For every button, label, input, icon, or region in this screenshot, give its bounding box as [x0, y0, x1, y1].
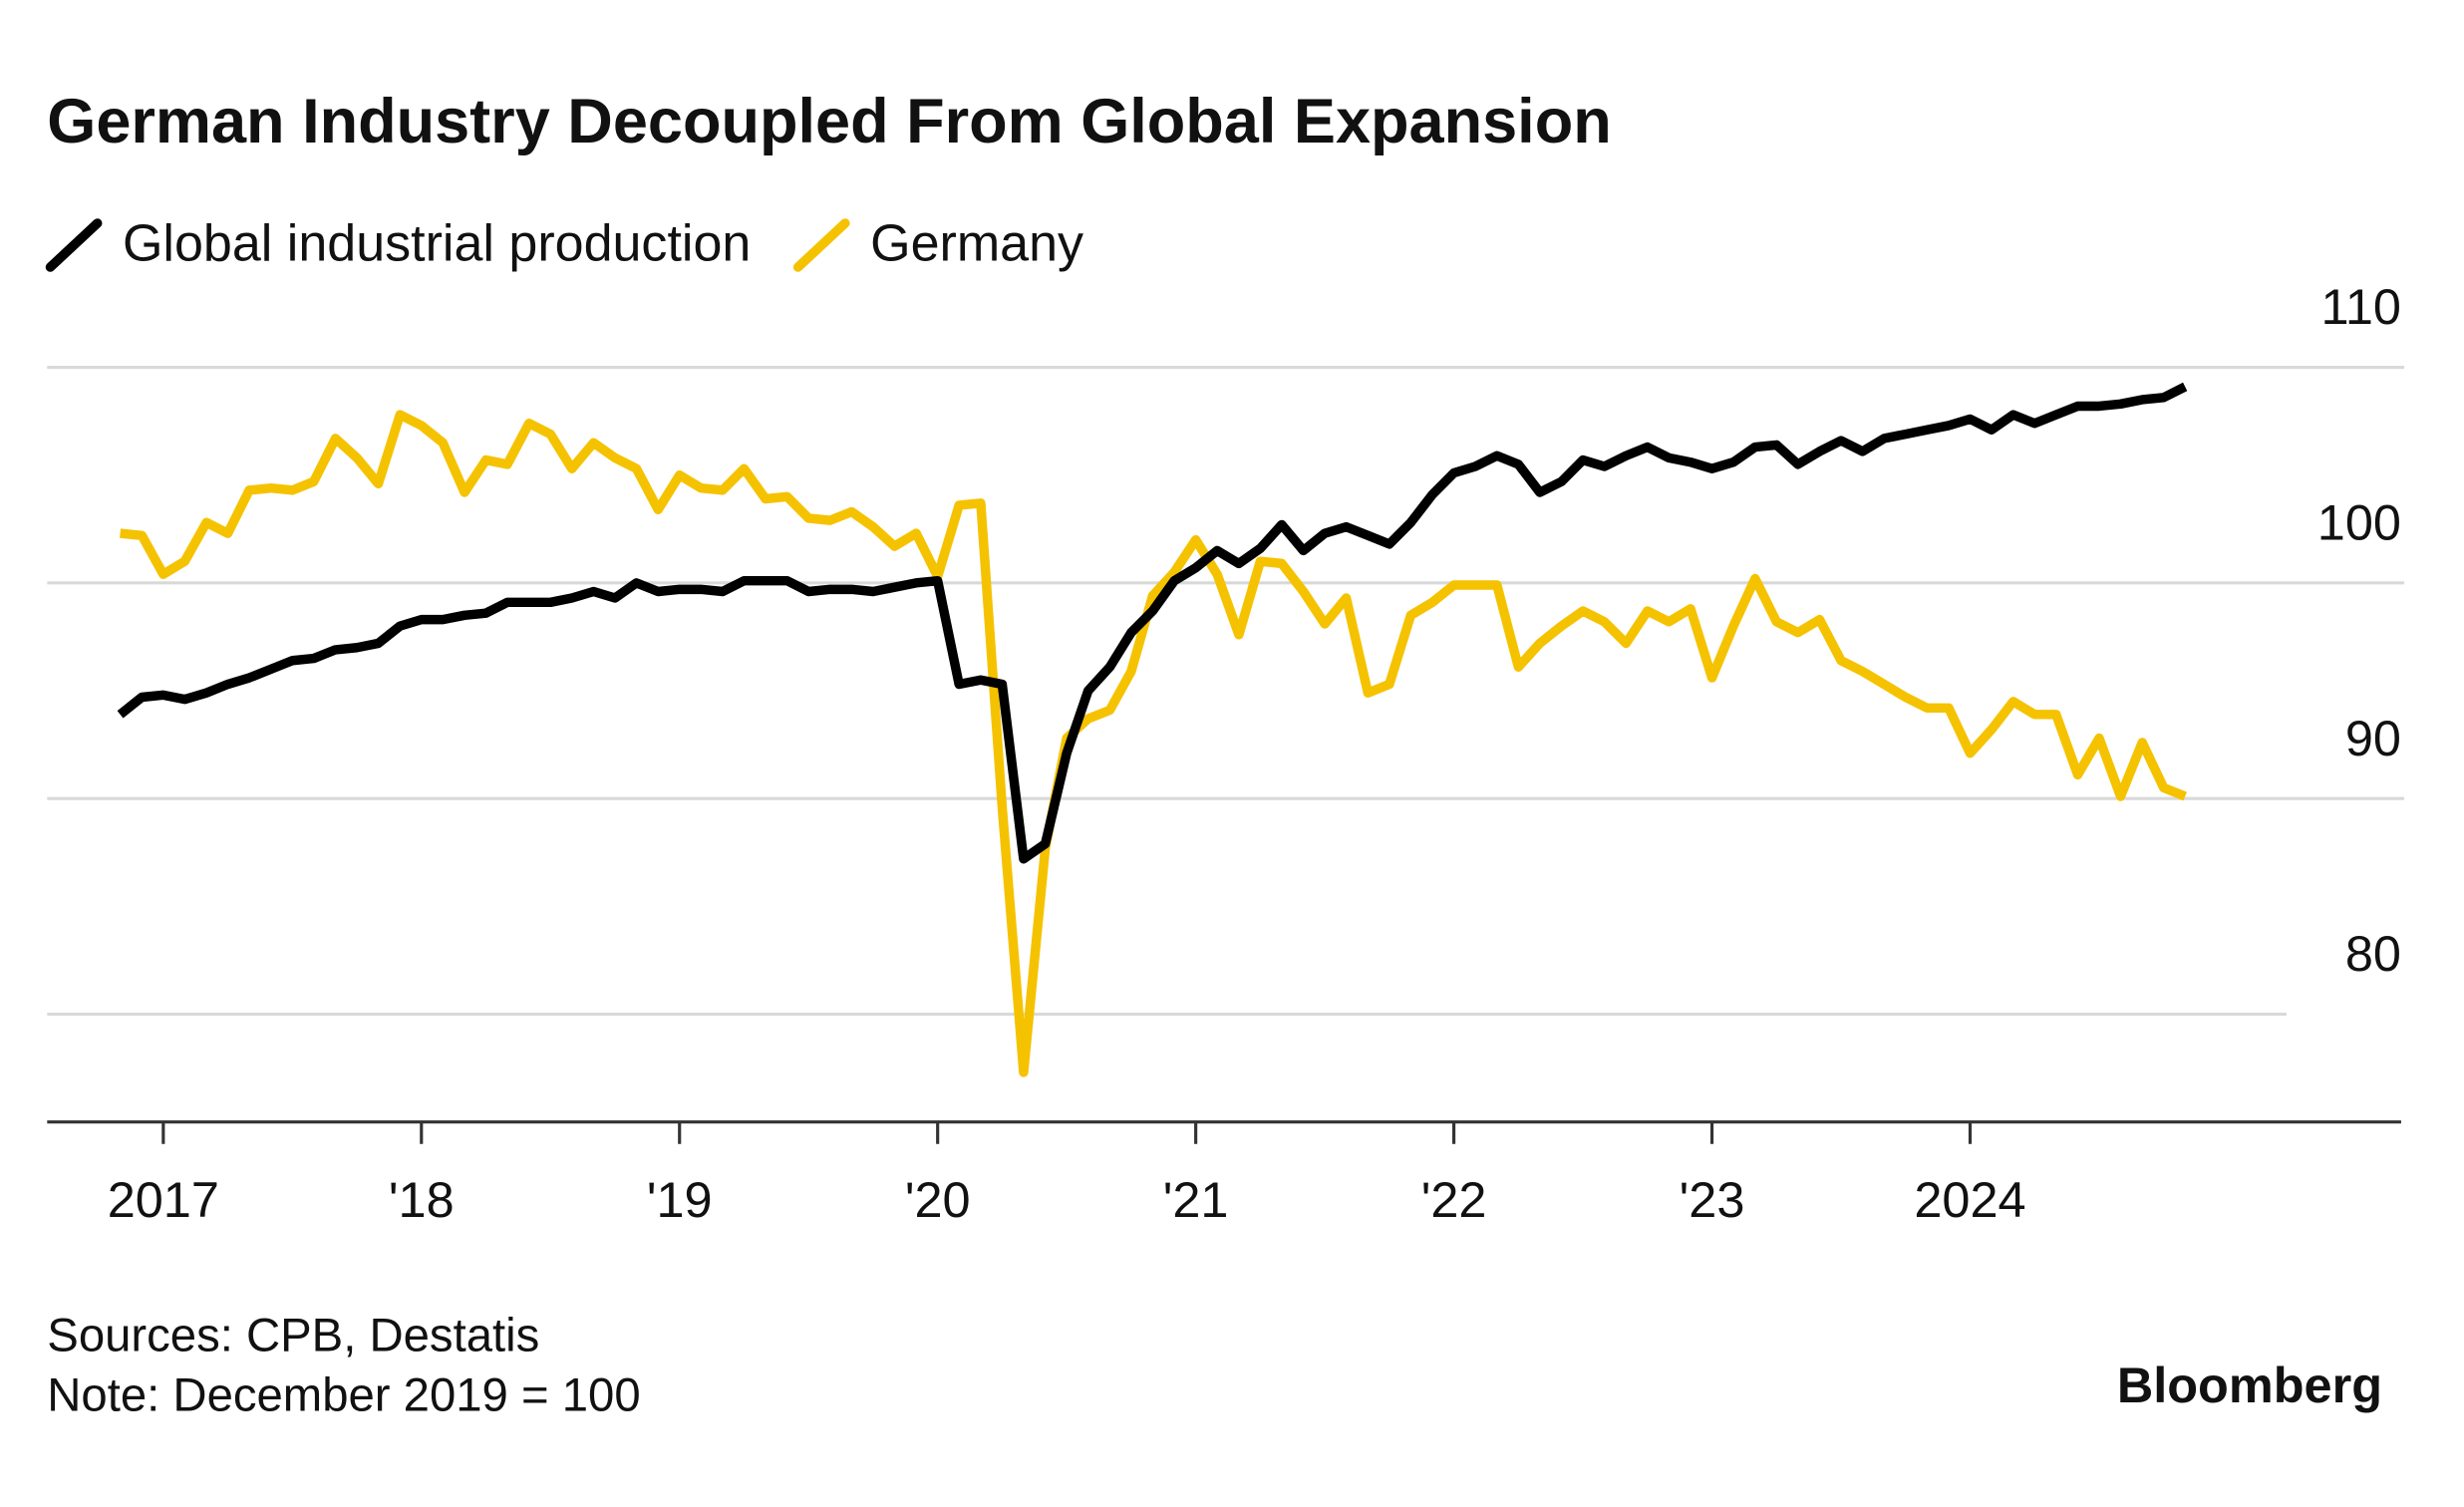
- x-tick-label: 2024: [1914, 1171, 2025, 1228]
- line-series: [120, 410, 2187, 1077]
- legend-swatch: [45, 218, 103, 272]
- legend-label: Global industrial production: [123, 214, 751, 272]
- x-tick-label: '18: [389, 1171, 455, 1228]
- x-tick-label: '20: [905, 1171, 971, 1228]
- legend-label: Germany: [870, 214, 1083, 272]
- source: Sources: CPB, Destatis: [47, 1310, 539, 1362]
- x-tick-label: '19: [647, 1171, 713, 1228]
- x-tick-label: '21: [1163, 1171, 1229, 1228]
- x-tick-label: 2017: [108, 1171, 219, 1228]
- y-tick-label: 90: [2345, 710, 2401, 766]
- x-tick-label: '22: [1421, 1171, 1487, 1228]
- brand: Bloomberg: [2117, 1356, 2382, 1413]
- y-tick-label: 80: [2345, 925, 2401, 982]
- y-tick-label: 100: [2317, 493, 2401, 550]
- line-series: [117, 382, 2188, 864]
- y-tick-label: 110: [2321, 278, 2401, 335]
- x-tick-label: '23: [1680, 1171, 1745, 1228]
- legend-swatch: [792, 218, 850, 272]
- note: Note: December 2019 = 100: [47, 1369, 640, 1422]
- chart-title: German Industry Decoupled From Global Ex…: [47, 87, 1611, 156]
